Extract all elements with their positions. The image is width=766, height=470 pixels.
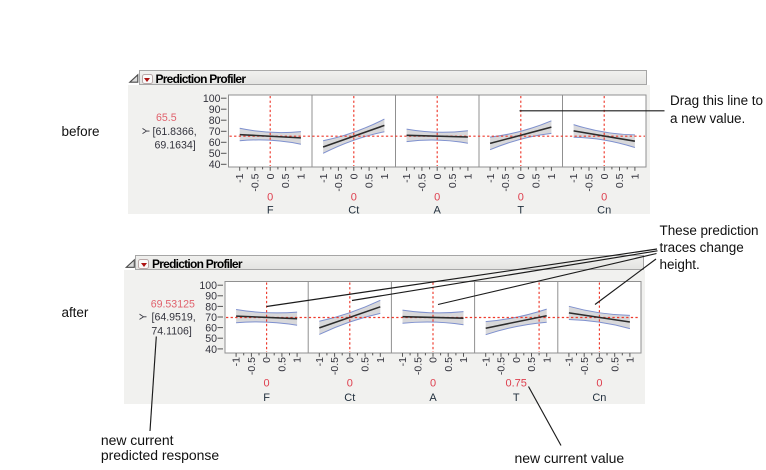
svg-text:-1: -1: [234, 173, 246, 182]
svg-text:100: 100: [199, 280, 217, 292]
svg-text:0.5: 0.5: [447, 173, 459, 188]
svg-text:0: 0: [430, 378, 436, 390]
svg-text:0: 0: [347, 378, 353, 390]
svg-text:1: 1: [375, 357, 387, 363]
svg-text:-1: -1: [401, 173, 413, 182]
svg-text:Cn: Cn: [592, 392, 606, 404]
svg-text:-0.5: -0.5: [579, 357, 591, 375]
svg-text:0: 0: [265, 173, 277, 179]
svg-text:50: 50: [205, 333, 217, 345]
svg-text:0: 0: [511, 357, 523, 363]
svg-text:-1: -1: [318, 173, 330, 182]
svg-text:70: 70: [209, 126, 221, 138]
svg-text:1: 1: [630, 173, 642, 179]
svg-text:0: 0: [261, 357, 273, 363]
svg-text:74.1106]: 74.1106]: [151, 325, 192, 337]
svg-text:0: 0: [515, 173, 527, 179]
svg-text:0.5: 0.5: [277, 357, 289, 372]
svg-text:60: 60: [205, 323, 217, 335]
svg-text:-0.5: -0.5: [496, 357, 508, 375]
svg-text:Y: Y: [141, 127, 152, 134]
svg-text:100: 100: [203, 93, 221, 105]
svg-text:69.1634]: 69.1634]: [155, 140, 196, 152]
svg-text:0: 0: [348, 173, 360, 179]
svg-text:-0.5: -0.5: [250, 173, 262, 191]
svg-text:90: 90: [205, 291, 217, 303]
svg-text:1: 1: [625, 357, 637, 363]
svg-text:40: 40: [209, 159, 221, 171]
svg-text:-1: -1: [564, 357, 576, 366]
svg-text:-0.5: -0.5: [500, 173, 512, 191]
svg-text:0: 0: [601, 192, 607, 204]
svg-text:0.5: 0.5: [614, 173, 626, 188]
svg-text:F: F: [267, 204, 274, 216]
svg-text:0.5: 0.5: [364, 173, 376, 188]
svg-text:80: 80: [209, 115, 221, 127]
svg-text:-0.5: -0.5: [333, 173, 345, 191]
svg-text:Ct: Ct: [348, 204, 359, 216]
svg-text:[61.8366,: [61.8366,: [153, 126, 197, 138]
svg-text:-1: -1: [397, 357, 409, 366]
svg-text:50: 50: [209, 148, 221, 160]
svg-text:-1: -1: [480, 357, 492, 366]
svg-text:0: 0: [596, 378, 602, 390]
svg-text:-1: -1: [231, 357, 243, 366]
svg-text:65.5: 65.5: [156, 112, 177, 124]
svg-text:0.5: 0.5: [526, 357, 538, 372]
svg-text:-0.5: -0.5: [246, 357, 258, 375]
svg-text:0: 0: [518, 192, 524, 204]
svg-text:0: 0: [264, 378, 270, 390]
svg-text:90: 90: [209, 104, 221, 116]
svg-text:T: T: [513, 392, 520, 404]
svg-text:1: 1: [379, 173, 391, 179]
svg-text:Y: Y: [138, 313, 149, 320]
svg-text:0: 0: [599, 173, 611, 179]
svg-text:[64.9519,: [64.9519,: [152, 312, 196, 324]
svg-text:Ct: Ct: [344, 392, 355, 404]
svg-text:1: 1: [296, 173, 308, 179]
svg-text:1: 1: [546, 173, 558, 179]
svg-text:-1: -1: [314, 357, 326, 366]
svg-text:0: 0: [432, 173, 444, 179]
svg-text:0: 0: [428, 357, 440, 363]
svg-text:0.5: 0.5: [609, 357, 621, 372]
svg-text:F: F: [263, 392, 270, 404]
svg-text:-0.5: -0.5: [329, 357, 341, 375]
svg-text:70: 70: [205, 312, 217, 324]
svg-text:1: 1: [463, 173, 475, 179]
svg-text:0.5: 0.5: [360, 357, 372, 372]
svg-text:-0.5: -0.5: [417, 173, 429, 191]
svg-text:Cn: Cn: [597, 204, 611, 216]
svg-text:60: 60: [209, 137, 221, 149]
svg-text:0: 0: [344, 357, 356, 363]
svg-text:69.53125: 69.53125: [151, 299, 195, 311]
svg-text:0: 0: [594, 357, 606, 363]
svg-text:0: 0: [434, 192, 440, 204]
svg-text:-1: -1: [485, 173, 497, 182]
svg-text:T: T: [517, 204, 524, 216]
svg-text:-0.5: -0.5: [584, 173, 596, 191]
svg-text:A: A: [434, 204, 442, 216]
svg-text:0.75: 0.75: [505, 378, 526, 390]
svg-text:1: 1: [292, 357, 304, 363]
svg-text:0: 0: [267, 192, 273, 204]
svg-text:0.5: 0.5: [280, 173, 292, 188]
svg-text:0.5: 0.5: [443, 357, 455, 372]
svg-text:1: 1: [458, 357, 470, 363]
svg-text:1: 1: [541, 357, 553, 363]
svg-text:A: A: [429, 392, 437, 404]
svg-text:0: 0: [351, 192, 357, 204]
svg-text:0.5: 0.5: [531, 173, 543, 188]
svg-text:-0.5: -0.5: [412, 357, 424, 375]
svg-text:40: 40: [205, 344, 217, 356]
svg-text:80: 80: [205, 301, 217, 313]
svg-text:-1: -1: [568, 173, 580, 182]
